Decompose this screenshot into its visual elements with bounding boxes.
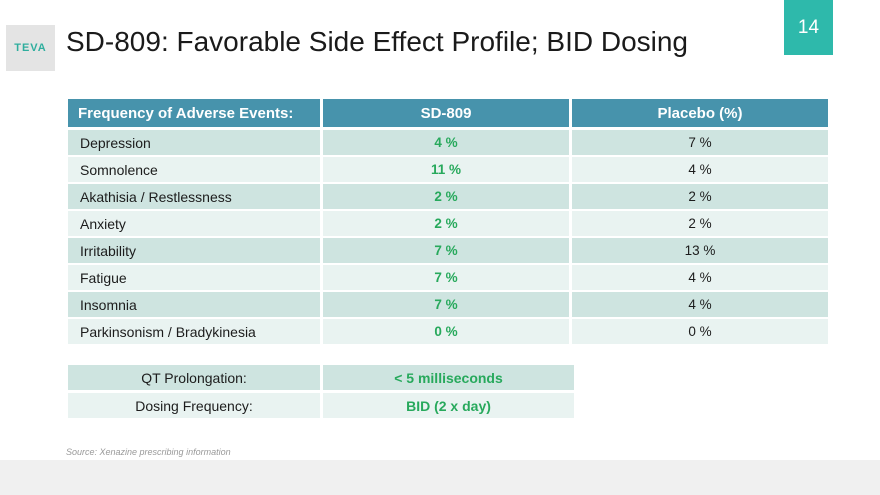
adverse-event-label: Akathisia / Restlessness (68, 184, 320, 209)
placebo-value: 7 % (572, 130, 828, 155)
sd809-value: 11 % (323, 157, 569, 182)
adverse-event-label: Somnolence (68, 157, 320, 182)
placebo-value: 4 % (572, 265, 828, 290)
summary-value: < 5 milliseconds (323, 365, 574, 390)
column-header-placebo: Placebo (%) (572, 99, 828, 127)
placebo-value: 0 % (572, 319, 828, 344)
table-header-row: Frequency of Adverse Events: SD-809 Plac… (68, 99, 828, 127)
adverse-event-label: Insomnia (68, 292, 320, 317)
table-row: Depression 4 % 7 % (68, 130, 828, 155)
summary-row-dosing: Dosing Frequency: BID (2 x day) (68, 393, 574, 418)
adverse-events-table: Frequency of Adverse Events: SD-809 Plac… (68, 99, 828, 344)
slide-title: SD-809: Favorable Side Effect Profile; B… (66, 26, 689, 57)
column-header-frequency: Frequency of Adverse Events: (68, 99, 320, 127)
table-row: Akathisia / Restlessness 2 % 2 % (68, 184, 828, 209)
table-row: Insomnia 7 % 4 % (68, 292, 828, 317)
table-row: Irritability 7 % 13 % (68, 238, 828, 263)
source-note: Source: Xenazine prescribing information (66, 447, 231, 457)
column-header-sd809: SD-809 (323, 99, 569, 127)
adverse-event-label: Depression (68, 130, 320, 155)
table-row: Fatigue 7 % 4 % (68, 265, 828, 290)
slide-number-badge: 14 (784, 0, 833, 55)
summary-label: Dosing Frequency: (68, 393, 320, 418)
summary-row-qt: QT Prolongation: < 5 milliseconds (68, 365, 574, 390)
table-row: Somnolence 11 % 4 % (68, 157, 828, 182)
placebo-value: 2 % (572, 184, 828, 209)
table-row: Anxiety 2 % 2 % (68, 211, 828, 236)
placebo-value: 13 % (572, 238, 828, 263)
sd809-value: 7 % (323, 292, 569, 317)
sd809-value: 0 % (323, 319, 569, 344)
adverse-event-label: Parkinsonism / Bradykinesia (68, 319, 320, 344)
sd809-value: 2 % (323, 184, 569, 209)
placebo-value: 4 % (572, 292, 828, 317)
teva-logo-text: TEVA (14, 42, 47, 54)
adverse-event-label: Fatigue (68, 265, 320, 290)
summary-table: QT Prolongation: < 5 milliseconds Dosing… (68, 365, 574, 418)
adverse-event-label: Irritability (68, 238, 320, 263)
teva-logo: TEVA (6, 25, 55, 71)
table-row: Parkinsonism / Bradykinesia 0 % 0 % (68, 319, 828, 344)
placebo-value: 2 % (572, 211, 828, 236)
placebo-value: 4 % (572, 157, 828, 182)
sd809-value: 7 % (323, 238, 569, 263)
sd809-value: 7 % (323, 265, 569, 290)
summary-label: QT Prolongation: (68, 365, 320, 390)
sd809-value: 2 % (323, 211, 569, 236)
footer-band (0, 460, 880, 495)
summary-value: BID (2 x day) (323, 393, 574, 418)
adverse-event-label: Anxiety (68, 211, 320, 236)
sd809-value: 4 % (323, 130, 569, 155)
